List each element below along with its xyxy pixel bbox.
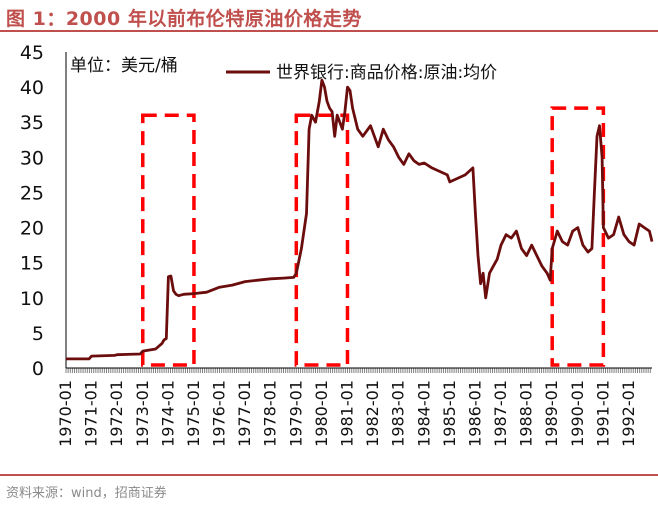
x-tick-label: 1991-01 <box>593 380 612 447</box>
x-tick-label: 1976-01 <box>210 380 229 447</box>
highlight-period-box <box>141 113 196 367</box>
x-tick-label: 1977-01 <box>235 380 254 447</box>
y-tick-label: 10 <box>20 288 44 310</box>
x-tick-label: 1982-01 <box>363 380 382 447</box>
y-tick-label: 40 <box>20 77 44 99</box>
x-tick-label: 1972-01 <box>107 380 126 447</box>
series-line-crude-oil <box>66 78 654 361</box>
x-tick-label: 1973-01 <box>133 380 152 447</box>
x-tick-label: 1987-01 <box>491 380 510 447</box>
x-axis-tick-band <box>65 368 651 373</box>
y-tick-label: 0 <box>32 358 44 380</box>
y-tick-label: 35 <box>20 112 44 134</box>
x-tick-label: 1970-01 <box>56 380 75 447</box>
title-divider <box>0 30 658 32</box>
y-tick-label: 15 <box>20 253 44 275</box>
source-divider <box>0 474 658 476</box>
x-tick-label: 1984-01 <box>414 380 433 447</box>
x-tick-label: 1988-01 <box>517 380 536 447</box>
x-tick-label: 1992-01 <box>619 380 638 447</box>
x-tick-label: 1989-01 <box>542 380 561 447</box>
y-tick-label: 20 <box>20 218 44 240</box>
x-tick-label: 1975-01 <box>184 380 203 447</box>
y-tick-label: 45 <box>20 42 44 64</box>
x-tick-label: 1979-01 <box>286 380 305 447</box>
x-tick-label: 1986-01 <box>465 380 484 447</box>
x-tick-label: 1980-01 <box>312 380 331 447</box>
unit-label: 单位：美元/桶 <box>70 56 178 76</box>
source-note: 资料来源：wind，招商证券 <box>6 486 167 501</box>
y-tick-label: 25 <box>20 182 44 204</box>
x-tick-label: 1974-01 <box>158 380 177 447</box>
x-tick-label: 1971-01 <box>82 380 101 447</box>
x-tick-label: 1981-01 <box>337 380 356 447</box>
highlight-period-box <box>550 106 606 367</box>
oil-price-chart: 0 5 10 15 20 25 30 35 40 45 1970-01 1971-01 1972-01 1… <box>20 42 654 447</box>
x-tick-label: 1990-01 <box>568 380 587 447</box>
y-tick-label: 30 <box>20 147 44 169</box>
highlight-period-box <box>294 113 350 367</box>
y-tick-label: 5 <box>32 323 44 345</box>
x-tick-label: 1978-01 <box>261 380 280 447</box>
legend-label: 世界银行:商品价格:原油:均价 <box>276 63 497 83</box>
figure-title: 图 1：2000 年以前布伦特原油价格走势 <box>6 8 362 30</box>
x-tick-label: 1985-01 <box>440 380 459 447</box>
x-tick-label: 1983-01 <box>389 380 408 447</box>
